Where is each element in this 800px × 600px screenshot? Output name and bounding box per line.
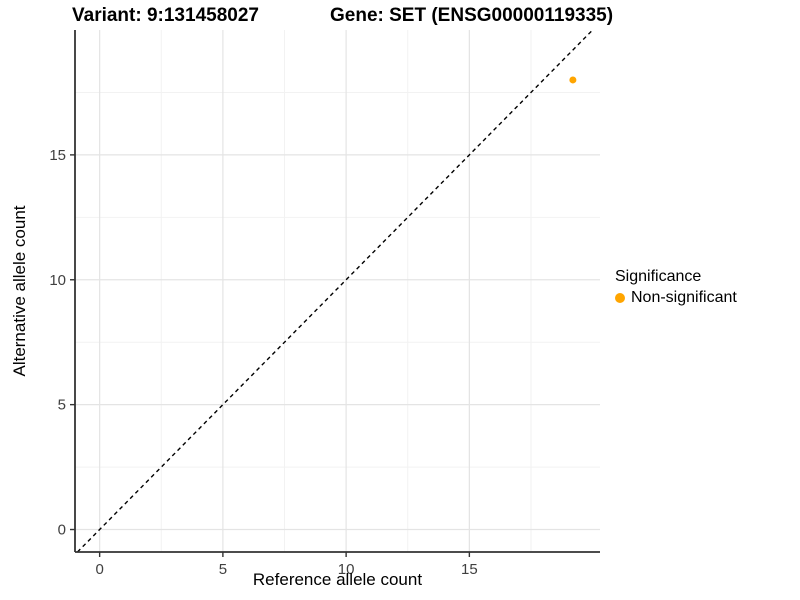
legend-items: Non-significant	[615, 289, 737, 307]
y-tick-label: 0	[58, 522, 66, 539]
plot-title-gene: Gene: SET (ENSG00000119335)	[330, 5, 614, 26]
y-axis-label: Alternative allele count	[10, 205, 29, 377]
x-tick-label: 5	[219, 561, 227, 578]
y-tick-label: 10	[49, 272, 66, 289]
legend: Significance Non-significant	[615, 268, 737, 307]
y-tick-label: 15	[49, 147, 66, 164]
legend-title: Significance	[615, 268, 702, 285]
legend-swatch-icon	[615, 293, 625, 303]
legend-item-label: Non-significant	[631, 289, 737, 306]
x-tick-label: 10	[338, 561, 355, 578]
identity-line	[76, 29, 594, 553]
x-tick-label: 15	[461, 561, 478, 578]
data-point	[569, 76, 577, 84]
y-tick-label: 5	[58, 397, 66, 414]
x-axis-label: Reference allele count	[252, 570, 423, 589]
x-tick-label: 0	[95, 561, 103, 578]
legend-item: Non-significant	[615, 289, 737, 307]
plot-title-variant: Variant: 9:131458027	[72, 5, 259, 26]
